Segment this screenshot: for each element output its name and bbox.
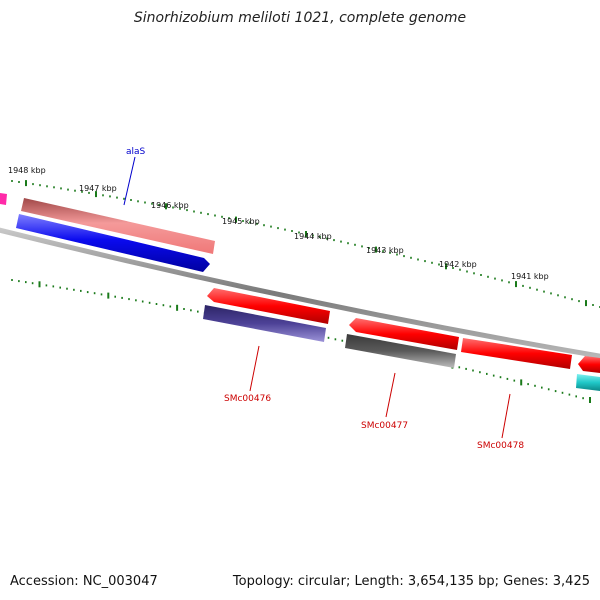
- gene-alaS-pink[interactable]: [21, 198, 215, 254]
- tick-label-1945: 1945 kbp: [222, 217, 260, 226]
- outer-tick-row: [11, 180, 600, 308]
- tick-label-1947: 1947 kbp: [79, 184, 117, 193]
- gene-label-SMc00477[interactable]: SMc00477: [361, 421, 408, 431]
- genome-backbone: [0, 227, 600, 359]
- gene-SMc00476-red[interactable]: [207, 288, 330, 324]
- gene-alaS-blue[interactable]: [16, 214, 210, 272]
- SMc00478-leader-line: [501, 393, 511, 439]
- gene-SMc00478-red[interactable]: [461, 338, 572, 369]
- gene-SMc00476-purple[interactable]: [203, 305, 326, 342]
- gene-cyan-edge[interactable]: [576, 374, 600, 391]
- gene-SMc00477-gray[interactable]: [345, 334, 456, 368]
- alaS-leader-line: [123, 156, 136, 206]
- tick-label-1943: 1943 kbp: [366, 246, 404, 255]
- tick-label-1941: 1941 kbp: [511, 272, 549, 281]
- SMc00476-leader-line: [249, 345, 260, 392]
- SMc00477-leader-line: [385, 372, 396, 418]
- tick-label-1946: 1946 kbp: [151, 201, 189, 210]
- gene-magenta[interactable]: [0, 193, 7, 205]
- gene-SMc00477-red[interactable]: [349, 318, 459, 350]
- gene-red-edge[interactable]: [578, 356, 600, 373]
- tick-label-1944: 1944 kbp: [294, 232, 332, 241]
- gene-label-SMc00476[interactable]: SMc00476: [224, 394, 271, 404]
- accession-text: Accession: NC_003047: [10, 574, 158, 589]
- genome-summary-text: Topology: circular; Length: 3,654,135 bp…: [232, 574, 590, 589]
- tick-labels: 1948 kbp 1947 kbp 1946 kbp 1945 kbp 1944…: [8, 166, 549, 281]
- tick-label-1942: 1942 kbp: [439, 260, 477, 269]
- gene-label-alaS[interactable]: alaS: [126, 147, 146, 157]
- map-title: Sinorhizobium meliloti 1021, complete ge…: [133, 10, 467, 26]
- gene-label-SMc00478[interactable]: SMc00478: [477, 441, 524, 451]
- tick-label-1948: 1948 kbp: [8, 166, 46, 175]
